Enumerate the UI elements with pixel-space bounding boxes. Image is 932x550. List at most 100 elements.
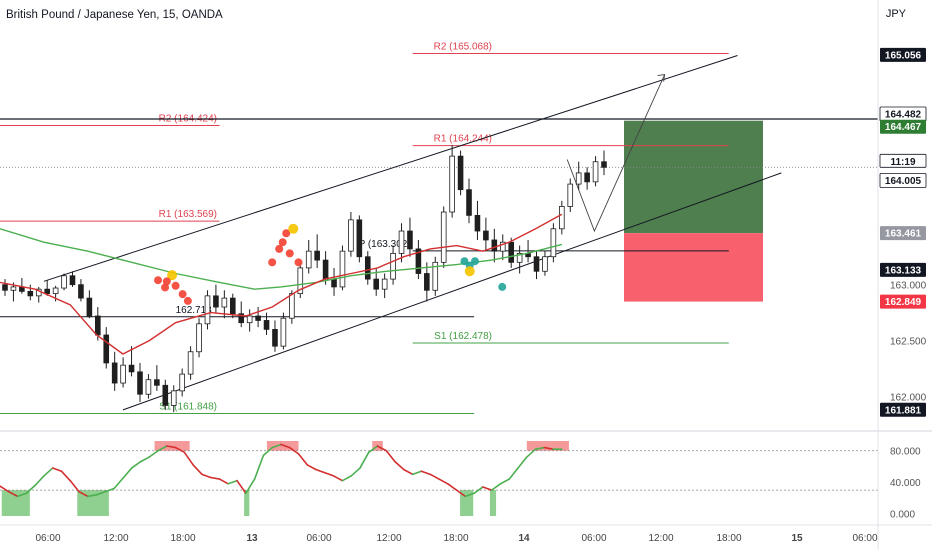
candle-body — [44, 288, 50, 295]
price-label: 164.482 — [879, 106, 927, 122]
candle-body — [601, 161, 607, 168]
x-tick-label: 06:00 — [35, 533, 60, 544]
candle-body — [331, 278, 337, 288]
osc-segment — [113, 477, 124, 490]
candle — [407, 217, 413, 257]
candle — [466, 178, 472, 224]
candle — [542, 251, 548, 276]
pivot-label: P (163.302) — [359, 239, 411, 250]
candle-body — [381, 278, 388, 290]
candle-body — [305, 250, 312, 269]
osc-segment — [543, 446, 554, 450]
price-label-text: 164.005 — [885, 176, 922, 187]
candle-body — [592, 161, 599, 183]
candle — [398, 223, 405, 263]
osc-segment — [429, 473, 440, 480]
candle-body — [550, 228, 557, 258]
osc-segment — [297, 453, 309, 466]
osc-segment — [262, 446, 273, 457]
candle — [162, 379, 169, 410]
osc-segment — [411, 470, 423, 476]
price-label: 161.881 — [880, 402, 926, 417]
price-label: 162.849 — [880, 294, 926, 309]
candle — [474, 200, 481, 240]
candle-body — [204, 295, 211, 325]
candle — [196, 318, 202, 358]
candle-body — [221, 297, 228, 308]
x-tick-label: 12:00 — [103, 533, 128, 544]
candle — [246, 309, 253, 332]
channel-upper — [43, 55, 738, 282]
candle — [145, 374, 152, 399]
candle-body — [162, 384, 169, 406]
candle — [187, 346, 194, 380]
stop-zone — [624, 233, 763, 302]
osc-segment — [455, 489, 467, 498]
osc-segment — [438, 478, 449, 485]
osc-segment — [60, 470, 72, 482]
osc-segment — [209, 476, 221, 480]
osc-segment — [236, 479, 247, 495]
oversold-zone — [244, 490, 250, 516]
candle-body — [86, 297, 93, 317]
signal-marker — [162, 277, 171, 286]
price-label: 163.133 — [880, 262, 926, 277]
candle — [103, 327, 110, 369]
candle-body — [390, 252, 396, 280]
osc-segment — [271, 443, 282, 449]
signal-marker — [154, 276, 163, 285]
price-label-box — [879, 172, 927, 188]
candle-body — [297, 267, 304, 295]
candle — [35, 286, 42, 303]
signal-marker — [278, 238, 287, 247]
candle-body — [263, 320, 270, 330]
countdown-label: 11:19 — [879, 153, 927, 168]
osc-segment — [508, 467, 519, 480]
osc-segment — [227, 479, 238, 485]
signal-marker — [275, 244, 284, 253]
price-label-box — [880, 294, 926, 309]
countdown-box — [879, 153, 927, 168]
candle — [69, 271, 76, 287]
price-label-box — [880, 119, 926, 134]
osc-segment — [420, 470, 432, 476]
x-tick-label: 06:00 — [581, 533, 606, 544]
signal-marker — [167, 270, 178, 281]
x-tick-label: 14 — [518, 533, 530, 544]
candle — [27, 284, 34, 301]
candle-body — [246, 315, 253, 324]
candle-body — [61, 275, 67, 289]
candle — [356, 215, 363, 263]
osc-segment — [490, 482, 502, 491]
candle — [550, 223, 557, 263]
candle — [78, 279, 84, 302]
x-tick-label: 12:00 — [376, 533, 401, 544]
candle-body — [373, 278, 380, 290]
osc-segment — [0, 485, 10, 493]
candle — [314, 234, 320, 268]
osc-segment — [332, 475, 344, 482]
price-label-box — [880, 402, 926, 417]
signal-marker — [183, 296, 192, 305]
osc-segment — [43, 467, 54, 477]
price-label: 164.467 — [880, 119, 926, 134]
candle-body — [78, 284, 84, 299]
price-label-text: 161.881 — [885, 405, 922, 416]
osc-segment — [166, 445, 177, 449]
x-tick-label: 13 — [246, 533, 258, 544]
candle — [289, 290, 295, 324]
osc-segment — [525, 448, 537, 458]
x-tick-label: 18:00 — [443, 533, 468, 544]
candle — [297, 262, 304, 299]
candle-body — [575, 172, 582, 185]
osc-segment — [78, 490, 89, 498]
projection-arrowhead — [657, 74, 666, 82]
price-label-text: 165.056 — [885, 50, 922, 61]
osc-segment — [104, 487, 115, 493]
osc-segment — [394, 460, 405, 471]
candle-body — [567, 183, 574, 207]
osc-segment — [446, 482, 458, 491]
symbol-title: British Pound / Japanese Yen, 15, OANDA — [6, 9, 223, 21]
osc-segment — [359, 451, 370, 469]
